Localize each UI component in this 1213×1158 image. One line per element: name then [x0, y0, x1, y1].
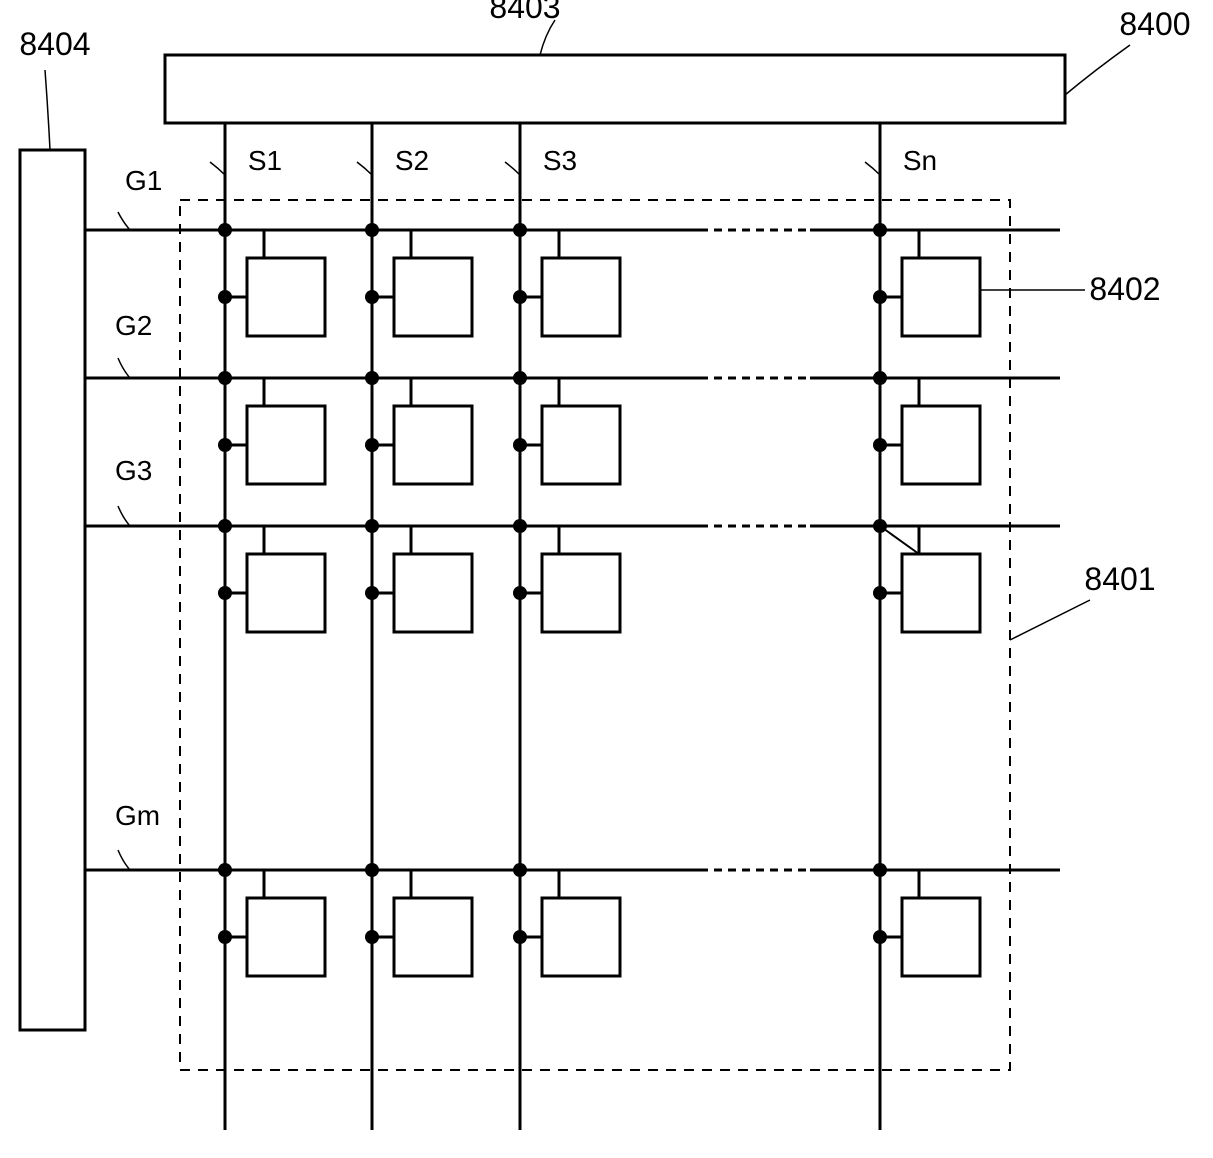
- label-s3: S3: [543, 145, 577, 176]
- label-g1: G1: [125, 165, 162, 196]
- matrix-diagram: 8403 8404 8400 8401 S1 S2 S3 Sn: [0, 0, 1213, 1158]
- pixel-cell: [365, 863, 472, 976]
- label-gm: Gm: [115, 800, 160, 831]
- label-s1: S1: [248, 145, 282, 176]
- ref-pixel-region: 8401: [1084, 561, 1155, 597]
- ref-source-driver: 8403: [489, 0, 560, 25]
- pixel-cell: [365, 519, 472, 632]
- pixel-cell: [513, 223, 620, 336]
- pixel-cell: [873, 223, 980, 336]
- gate-driver: [20, 150, 85, 1030]
- pixel-cell: [873, 519, 980, 632]
- pixel-cell: [218, 371, 325, 484]
- ref-gate-driver: 8404: [19, 26, 90, 62]
- label-g3: G3: [115, 455, 152, 486]
- label-g2: G2: [115, 310, 152, 341]
- pixel-cell: [218, 223, 325, 336]
- label-sn: Sn: [903, 145, 937, 176]
- ref-pixel: 8402: [1089, 271, 1160, 307]
- pixel-cell: [218, 863, 325, 976]
- pixel-cell: [365, 223, 472, 336]
- pixel-array: [218, 223, 980, 976]
- pixel-cell: [873, 863, 980, 976]
- pixel-cell: [513, 371, 620, 484]
- pixel-cell: [873, 371, 980, 484]
- ref-panel: 8400: [1119, 6, 1190, 42]
- pixel-cell: [218, 519, 325, 632]
- pixel-cell: [365, 371, 472, 484]
- label-s2: S2: [395, 145, 429, 176]
- pixel-cell: [513, 863, 620, 976]
- pixel-cell: [513, 519, 620, 632]
- source-driver: [165, 55, 1065, 123]
